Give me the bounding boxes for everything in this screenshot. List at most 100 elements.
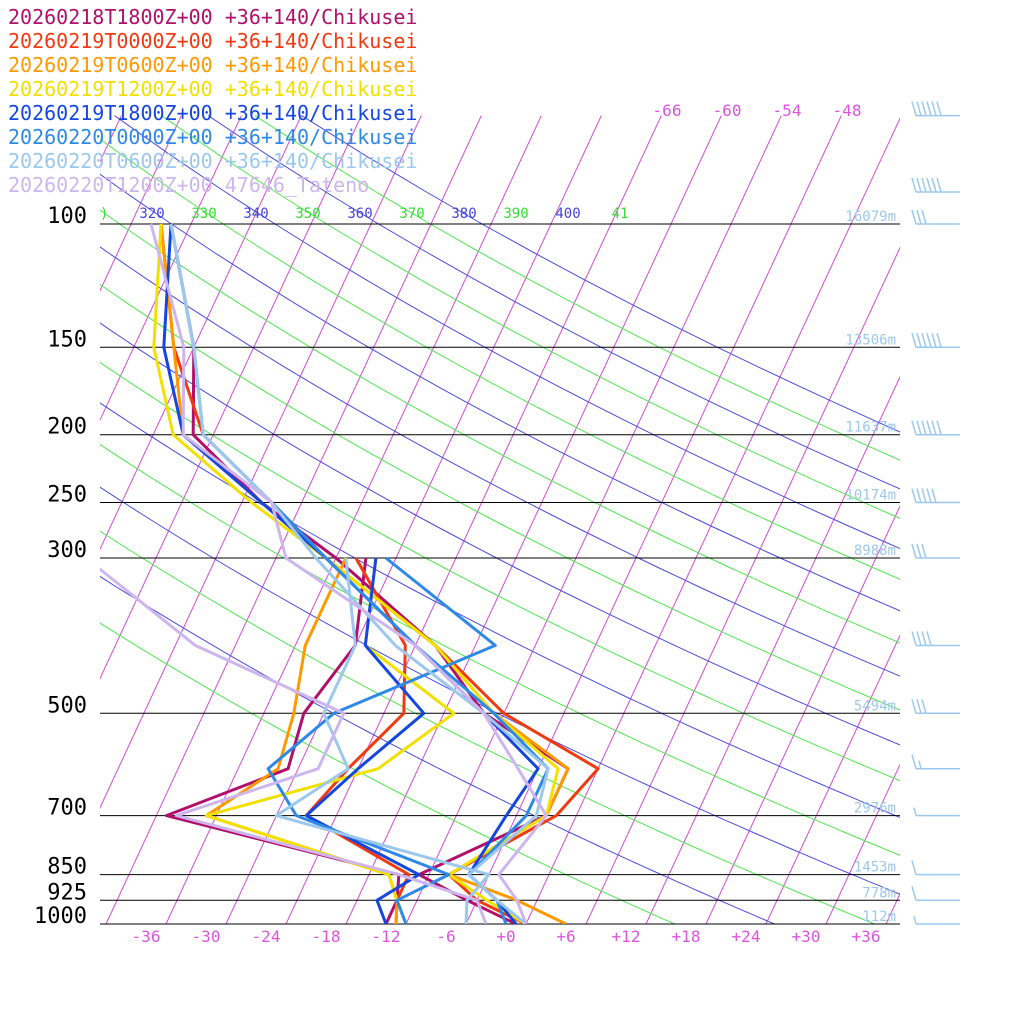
- pressure-label: 925: [47, 880, 87, 905]
- temperature-tick-label: -36: [132, 927, 161, 946]
- wind-barb-flag: [926, 101, 932, 116]
- pressure-label: 200: [47, 415, 87, 440]
- wind-barb-flag: [936, 333, 942, 348]
- wind-barb-flag: [921, 420, 927, 435]
- wind-barb-flag: [911, 886, 917, 901]
- isotherm: [405, 115, 782, 924]
- wind-barb-flag: [916, 543, 922, 559]
- pressure-label: 300: [47, 538, 87, 563]
- isotherm: [100, 115, 362, 680]
- wind-barb-half-flag: [913, 915, 917, 925]
- upper-temperature-label: -66: [653, 101, 682, 120]
- wind-barb-flag: [911, 754, 917, 769]
- theta-label: 390: [503, 206, 528, 222]
- wind-barb-flag: [921, 631, 927, 646]
- wind-barb-flag: [911, 699, 917, 714]
- temperature-tick-label: +0: [496, 927, 515, 946]
- wind-barb: [911, 333, 960, 349]
- isotherm: [345, 115, 722, 924]
- legend-entry: 20260220T0000Z+00 +36+140/Chikusei: [8, 125, 417, 149]
- pressure-label: 850: [47, 855, 87, 880]
- height-label: 1453m: [854, 860, 896, 876]
- legend-entry: 20260219T0000Z+00 +36+140/Chikusei: [8, 29, 417, 53]
- pressure-label: 250: [47, 483, 87, 508]
- dry-adiabat: [100, 575, 776, 924]
- grid-layer: [100, 115, 1024, 924]
- legend-entry: 20260219T0600Z+00 +36+140/Chikusei: [8, 53, 417, 77]
- wind-barb: [911, 886, 960, 902]
- theta-label: ): [100, 206, 108, 222]
- wind-barb-flag: [931, 420, 937, 435]
- theta-label: 360: [347, 206, 372, 222]
- isotherm: [885, 892, 900, 924]
- series-dewpoint-line: [100, 567, 488, 924]
- wind-barb-flag: [916, 488, 922, 503]
- isotherm: [100, 115, 422, 809]
- theta-label: 400: [555, 206, 580, 222]
- wind-barb-flag: [936, 101, 942, 116]
- wind-barb-flag: [931, 101, 937, 116]
- height-label: 11637m: [845, 420, 896, 436]
- series-dewpoint-line: [304, 557, 426, 924]
- isotherm: [585, 246, 900, 924]
- wind-barb-flag: [936, 177, 942, 193]
- isotherm: [105, 115, 482, 924]
- dry-adiabat: [207, 115, 900, 490]
- height-label: 5494m: [854, 698, 896, 714]
- wind-barb-flag: [921, 333, 927, 348]
- isotherm: [225, 115, 602, 924]
- wind-barb-flag: [911, 860, 917, 875]
- isotherm: [465, 115, 842, 924]
- dry-adiabat: [100, 283, 900, 711]
- dry-adiabat: [100, 443, 900, 856]
- wind-barb-flag: [916, 209, 922, 225]
- pressure-label: 700: [47, 796, 87, 821]
- theta-label: 380: [451, 206, 476, 222]
- isotherm: [100, 115, 302, 551]
- height-label: 2976m: [854, 801, 896, 817]
- wind-barb-flag: [916, 631, 922, 646]
- temperature-tick-label: +18: [672, 927, 701, 946]
- temperature-tick-label: +6: [556, 927, 575, 946]
- wind-barb-flag: [931, 488, 937, 503]
- pressure-label: 100: [47, 204, 87, 229]
- wind-barb: [911, 699, 960, 715]
- legend-entry: 20260218T1800Z+00 +36+140/Chikusei: [8, 5, 417, 29]
- isotherm: [525, 117, 900, 924]
- legend-entry: 20260220T0600Z+00 +36+140/Chikusei: [8, 149, 417, 173]
- isobar-layer: [100, 223, 900, 925]
- theta-label: 320: [139, 206, 164, 222]
- series-temperature-line: [152, 223, 560, 924]
- dry-adiabat: [100, 246, 900, 677]
- series-temperature-line: [169, 223, 550, 924]
- temperature-tick-label: -12: [372, 927, 401, 946]
- wind-barb-flag: [916, 333, 922, 348]
- isotherm: [946, 116, 1024, 924]
- theta-label: 330: [191, 206, 216, 222]
- temperature-tick-label: -18: [312, 927, 341, 946]
- wind-barb: [913, 807, 960, 817]
- temperature-tick-label: +12: [612, 927, 641, 946]
- legend-entry: 20260219T1800Z+00 +36+140/Chikusei: [8, 101, 417, 125]
- wind-barb: [911, 101, 960, 117]
- wind-barb-flag: [911, 209, 917, 225]
- wind-barb-flag: [921, 101, 927, 116]
- wind-barb-flag: [921, 209, 927, 225]
- pressure-label: 1000: [34, 904, 87, 929]
- temperature-tick-label: -30: [192, 927, 221, 946]
- isotherm: [825, 763, 900, 924]
- upper-temperature-label: -54: [773, 101, 802, 120]
- series-dewpoint-line: [266, 556, 497, 924]
- dry-adiabat: [114, 115, 900, 550]
- wind-barb-flag: [921, 177, 927, 193]
- theta-label: 370: [399, 206, 424, 222]
- wind-barb-flag: [931, 333, 937, 348]
- wind-barb-flag: [916, 177, 922, 193]
- wind-barb: [911, 420, 960, 436]
- wind-barb-flag: [921, 543, 927, 559]
- wind-barb-flag: [916, 699, 922, 714]
- wind-barb-flag: [926, 420, 932, 435]
- dry-adiabat: [100, 173, 900, 612]
- wind-barb: [911, 488, 960, 504]
- series-temperature-line: [169, 223, 550, 924]
